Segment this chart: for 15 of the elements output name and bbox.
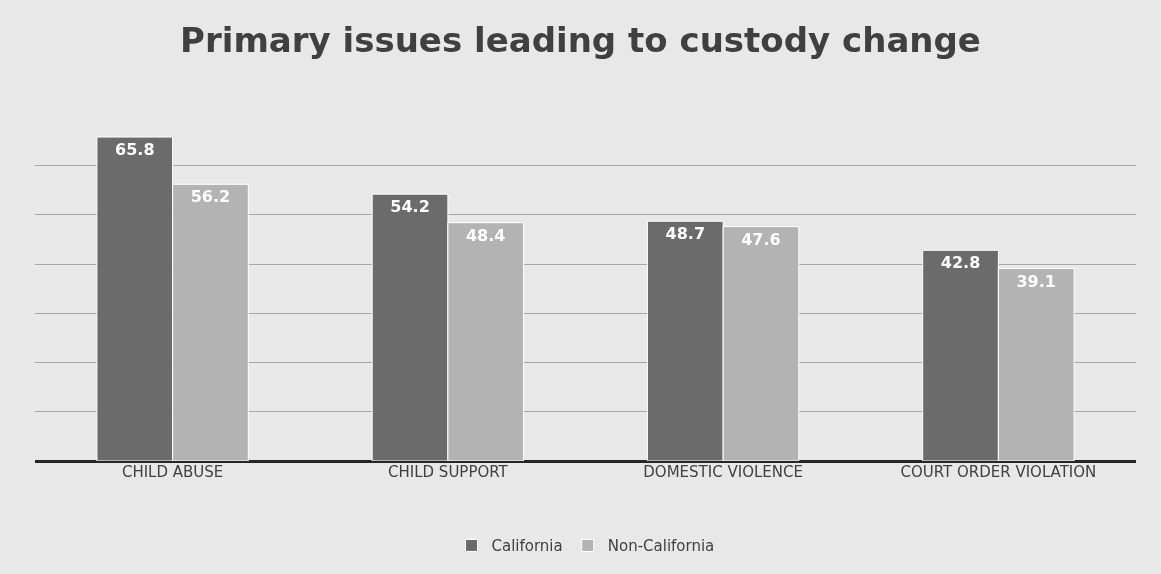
legend-label: Non-California	[607, 537, 715, 556]
chart-title: Primary issues leading to custody change	[180, 20, 981, 61]
x-tick-label: COURT ORDER VIOLATION	[900, 463, 1097, 481]
data-label: 65.8	[115, 140, 155, 160]
data-label: 56.2	[190, 187, 231, 207]
x-tick-label: CHILD ABUSE	[121, 463, 224, 481]
data-label: 54.2	[390, 197, 430, 217]
data-label: 39.1	[1016, 271, 1056, 291]
x-tick-label: DOMESTIC VIOLENCE	[643, 463, 803, 481]
data-label: 48.4	[465, 225, 506, 245]
data-label: 48.7	[665, 224, 706, 244]
legend-label: California	[491, 537, 563, 556]
x-tick-label: CHILD SUPPORT	[388, 463, 509, 481]
data-label: 47.6	[741, 229, 781, 249]
data-label: 42.8	[940, 253, 981, 273]
